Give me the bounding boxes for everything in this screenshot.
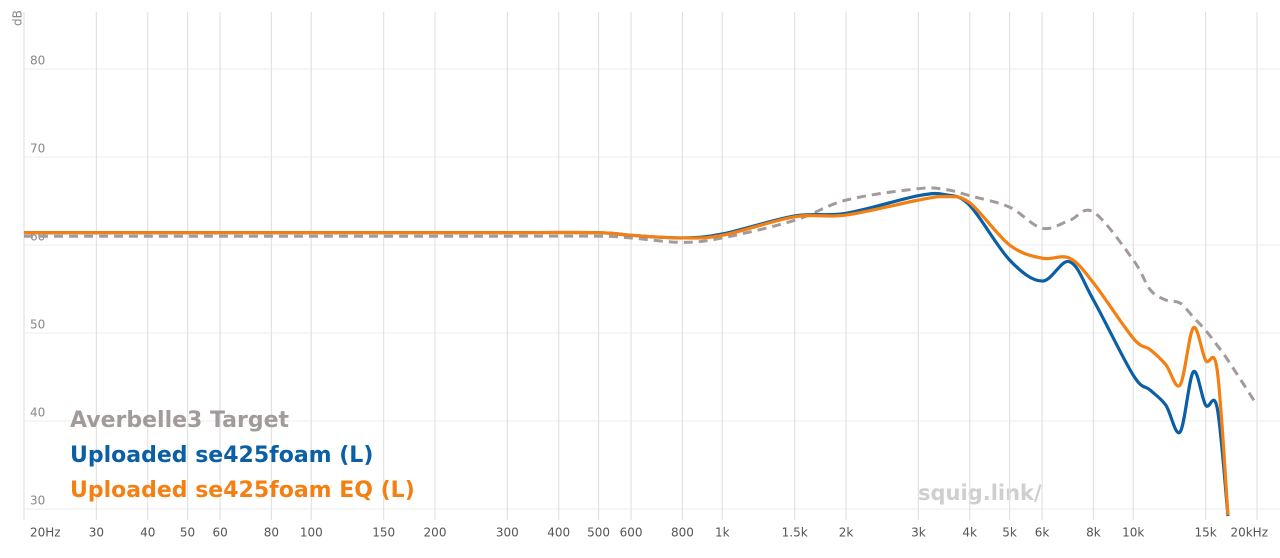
x-tick-label: 2k xyxy=(839,526,854,540)
y-tick-label: 70 xyxy=(30,142,45,156)
x-tick-label: 6k xyxy=(1035,526,1050,540)
x-tick-label: 20kHz xyxy=(1230,526,1268,540)
x-tick-label: 800 xyxy=(671,526,694,540)
grid xyxy=(23,12,1280,520)
x-tick-label: 40 xyxy=(140,526,155,540)
x-tick-label: 1.5k xyxy=(782,526,808,540)
x-tick-label: 30 xyxy=(89,526,104,540)
x-tick-label: 8k xyxy=(1086,526,1101,540)
x-tick-label: 5k xyxy=(1002,526,1017,540)
x-tick-label: 50 xyxy=(180,526,195,540)
y-tick-label: 80 xyxy=(30,54,45,68)
x-tick-label: 4k xyxy=(962,526,977,540)
x-tick-label: 200 xyxy=(424,526,447,540)
legend-entry: Uploaded se425foam EQ (L) xyxy=(70,478,415,503)
series-line xyxy=(24,194,1230,516)
y-axis-label: dB xyxy=(11,10,25,26)
x-tick-label: 1k xyxy=(715,526,730,540)
x-tick-label: 300 xyxy=(496,526,519,540)
x-tick-label: 600 xyxy=(620,526,643,540)
x-tick-label: 80 xyxy=(264,526,279,540)
legend-entry: Averbelle3 Target xyxy=(70,408,290,433)
plot xyxy=(24,186,1259,517)
x-tick-label: 150 xyxy=(372,526,395,540)
y-tick-label: 50 xyxy=(30,318,45,332)
x-tick-label: 10k xyxy=(1122,526,1144,540)
x-tick-label: 400 xyxy=(547,526,570,540)
x-tick-label: 3k xyxy=(911,526,926,540)
series-line xyxy=(24,186,1259,406)
y-tick-label: 40 xyxy=(30,406,45,420)
y-tick-label: 30 xyxy=(30,494,45,508)
x-tick-label: 60 xyxy=(212,526,227,540)
x-tick-label: 20Hz xyxy=(30,526,61,540)
x-tick-label: 500 xyxy=(587,526,610,540)
x-tick-label: 100 xyxy=(300,526,323,540)
legend-entry: Uploaded se425foam (L) xyxy=(70,443,373,468)
x-tick-label: 15k xyxy=(1195,526,1217,540)
watermark: squig.link/ xyxy=(918,481,1042,505)
